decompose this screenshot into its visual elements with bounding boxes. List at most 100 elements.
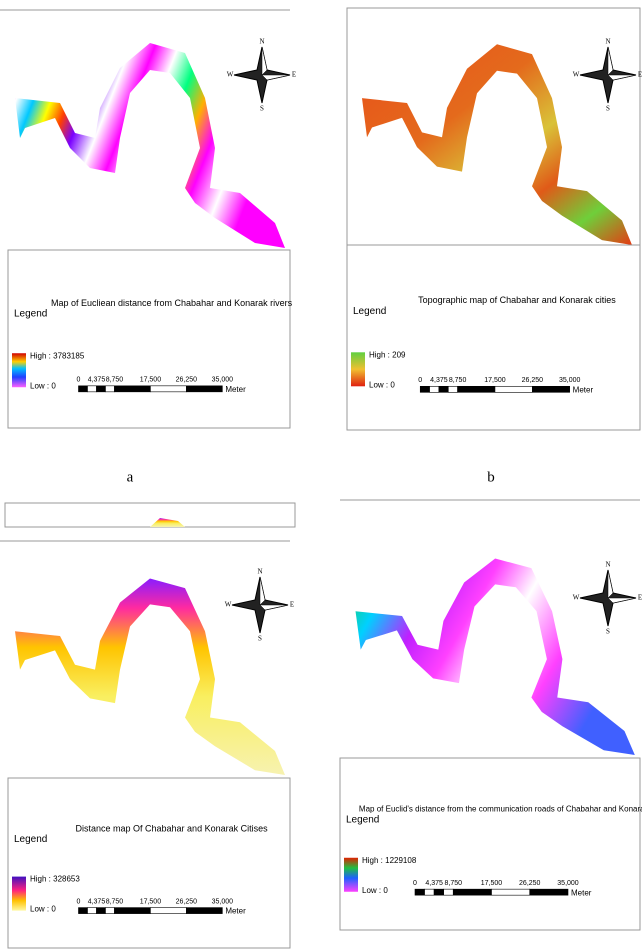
compass-star-inner [607,46,637,81]
scale-bar-segment [491,888,531,896]
scale-unit: Meter [225,385,246,394]
scale-label: 35,000 [557,880,579,887]
compass-north: N [605,561,610,569]
scale-bar-segment [433,888,444,896]
compass-east: E [638,71,642,79]
map-area [15,578,285,775]
legend-low: Low : 0 [362,886,388,895]
legend-high: High : 3783185 [30,351,85,360]
scale-label: 8,750 [444,880,462,887]
legend-low: Low : 0 [30,905,56,914]
scale-bar-segment [87,907,97,914]
scale-bar-segment [452,888,492,896]
scale-unit: Meter [571,888,592,897]
map-area [355,558,635,755]
compass-star-inner [259,576,289,611]
scale-label: 17,500 [484,377,506,384]
cropped-frame [4,502,296,528]
legend-high: High : 328653 [30,875,80,884]
legend-heading: Legend [14,834,47,845]
scale-bar-segment [424,888,435,896]
scale-label: 26,250 [522,377,544,384]
scale-bar-segment [457,385,496,393]
legend-title: Topographic map of Chabahar and Konarak … [418,295,616,305]
scale-bar-segment [529,888,569,896]
scale-unit: Meter [573,385,594,394]
compass: N S W E [225,568,294,643]
scale-label: 17,500 [140,377,162,384]
scale-label: 4,375 [88,377,106,384]
scale-label: 0 [413,880,417,887]
compass-star-inner [261,46,291,81]
scale-bar-segment [494,385,533,393]
compass-south: S [606,628,610,636]
scale-bar-segment [114,907,151,914]
scale-label: 35,000 [212,898,234,905]
compass: N S W E [227,38,296,113]
legend-box [339,757,641,931]
scale-bar-segment [78,385,88,393]
scale-label: 0 [77,898,81,905]
scale-label: 8,750 [106,377,124,384]
map-area [362,44,632,246]
map-area [15,43,285,248]
legend-title: Map of Euclid's distance from the commun… [359,805,642,814]
legend-low: Low : 0 [30,381,56,390]
compass-south: S [260,105,264,113]
legend-title: Distance map Of Chabahar and Konarak Cit… [76,823,269,833]
panel-frame [346,7,641,431]
scale-bar-segment [419,385,430,393]
cropped-map [150,518,185,527]
compass-south: S [606,105,610,113]
scale-bar-segment [443,888,454,896]
scale-label: 4,375 [430,377,448,384]
scale-label: 4,375 [425,880,443,887]
scale-bar-segment [87,385,97,393]
scale-bar-segment [414,888,425,896]
legend-swatch [351,352,365,387]
compass: N S W E [573,38,642,113]
legend-title: Map of Eucliean distance from Chabahar a… [51,298,293,308]
scale-label: 8,750 [106,898,124,905]
compass-north: N [257,568,262,576]
scale-label: 17,500 [140,898,162,905]
scale-label: 26,250 [176,898,198,905]
compass-east: E [290,601,294,609]
scale-bar-segment [532,385,570,393]
compass: N S W E [573,561,642,636]
legend-swatch [12,876,26,911]
compass-west: W [573,594,580,602]
scale-label: 0 [77,377,81,384]
legend-heading: Legend [14,309,47,320]
panel-label: b [487,469,495,485]
compass-west: W [573,71,580,79]
scale-bar-segment [114,385,151,393]
compass-north: N [259,38,264,46]
scale-bar-segment [96,385,106,393]
scale-bar-segment [447,385,458,393]
scale-bar-segment [438,385,449,393]
legend-heading: Legend [346,815,379,826]
scale-label: 8,750 [449,377,467,384]
scale-label: 35,000 [212,377,234,384]
legend-swatch [344,857,358,892]
scale-bar-segment [429,385,440,393]
panel-label: a [127,469,134,485]
scale-bar-segment [150,385,187,393]
scale-unit: Meter [225,907,246,916]
scale-label: 26,250 [176,377,198,384]
compass-star-inner [607,569,637,604]
compass-north: N [605,38,610,46]
legend-box [7,777,291,949]
legend-heading: Legend [353,306,386,317]
scale-label: 26,250 [519,880,541,887]
compass-east: E [292,71,296,79]
scale-bar-segment [105,907,115,914]
scale-bar-segment [150,907,187,914]
scale-bar-segment [186,385,223,393]
legend-high: High : 209 [369,350,406,359]
scale-bar-segment [186,907,223,914]
legend-low: Low : 0 [369,380,395,389]
scale-label: 0 [418,377,422,384]
scale-bar-segment [78,907,88,914]
